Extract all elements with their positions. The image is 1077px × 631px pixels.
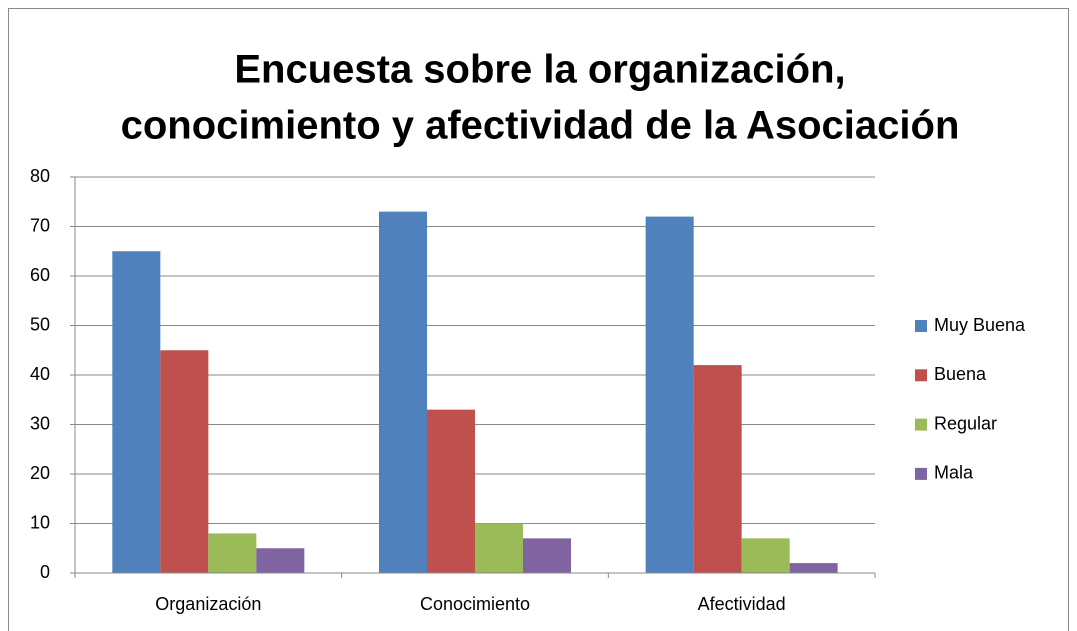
bar (112, 251, 161, 573)
y-tick-label: 30 (30, 413, 50, 433)
bar (208, 533, 257, 573)
y-tick-label: 70 (30, 215, 50, 235)
legend-swatch (915, 467, 927, 480)
y-tick-label: 0 (40, 562, 50, 582)
y-tick-label: 80 (30, 166, 50, 186)
legend-swatch (915, 418, 927, 431)
bar (379, 211, 427, 573)
bar (256, 548, 305, 573)
chart-title: conocimiento y afectividad de la Asociac… (121, 104, 960, 148)
chart-title: Encuesta sobre la organización, (234, 48, 845, 92)
bar (475, 523, 523, 573)
bar (427, 409, 475, 573)
y-tick-label: 10 (30, 512, 50, 532)
legend-label: Buena (934, 364, 987, 384)
x-tick-label: Conocimiento (420, 594, 530, 614)
bar (160, 350, 209, 573)
legend-label: Regular (934, 413, 997, 433)
y-tick-label: 60 (30, 265, 50, 285)
x-tick-label: Afectividad (698, 594, 786, 614)
bar (645, 216, 694, 573)
legend-swatch (915, 369, 927, 382)
y-tick-label: 50 (30, 314, 50, 334)
y-tick-label: 40 (30, 364, 50, 384)
bar (741, 538, 790, 573)
bar (789, 563, 838, 573)
bar (693, 365, 742, 573)
y-tick-label: 20 (30, 463, 50, 483)
legend-swatch (915, 320, 927, 332)
legend-label: Muy Buena (934, 315, 1026, 335)
legend-label: Mala (934, 463, 974, 483)
bar (523, 538, 571, 573)
x-tick-label: Organización (155, 594, 261, 614)
